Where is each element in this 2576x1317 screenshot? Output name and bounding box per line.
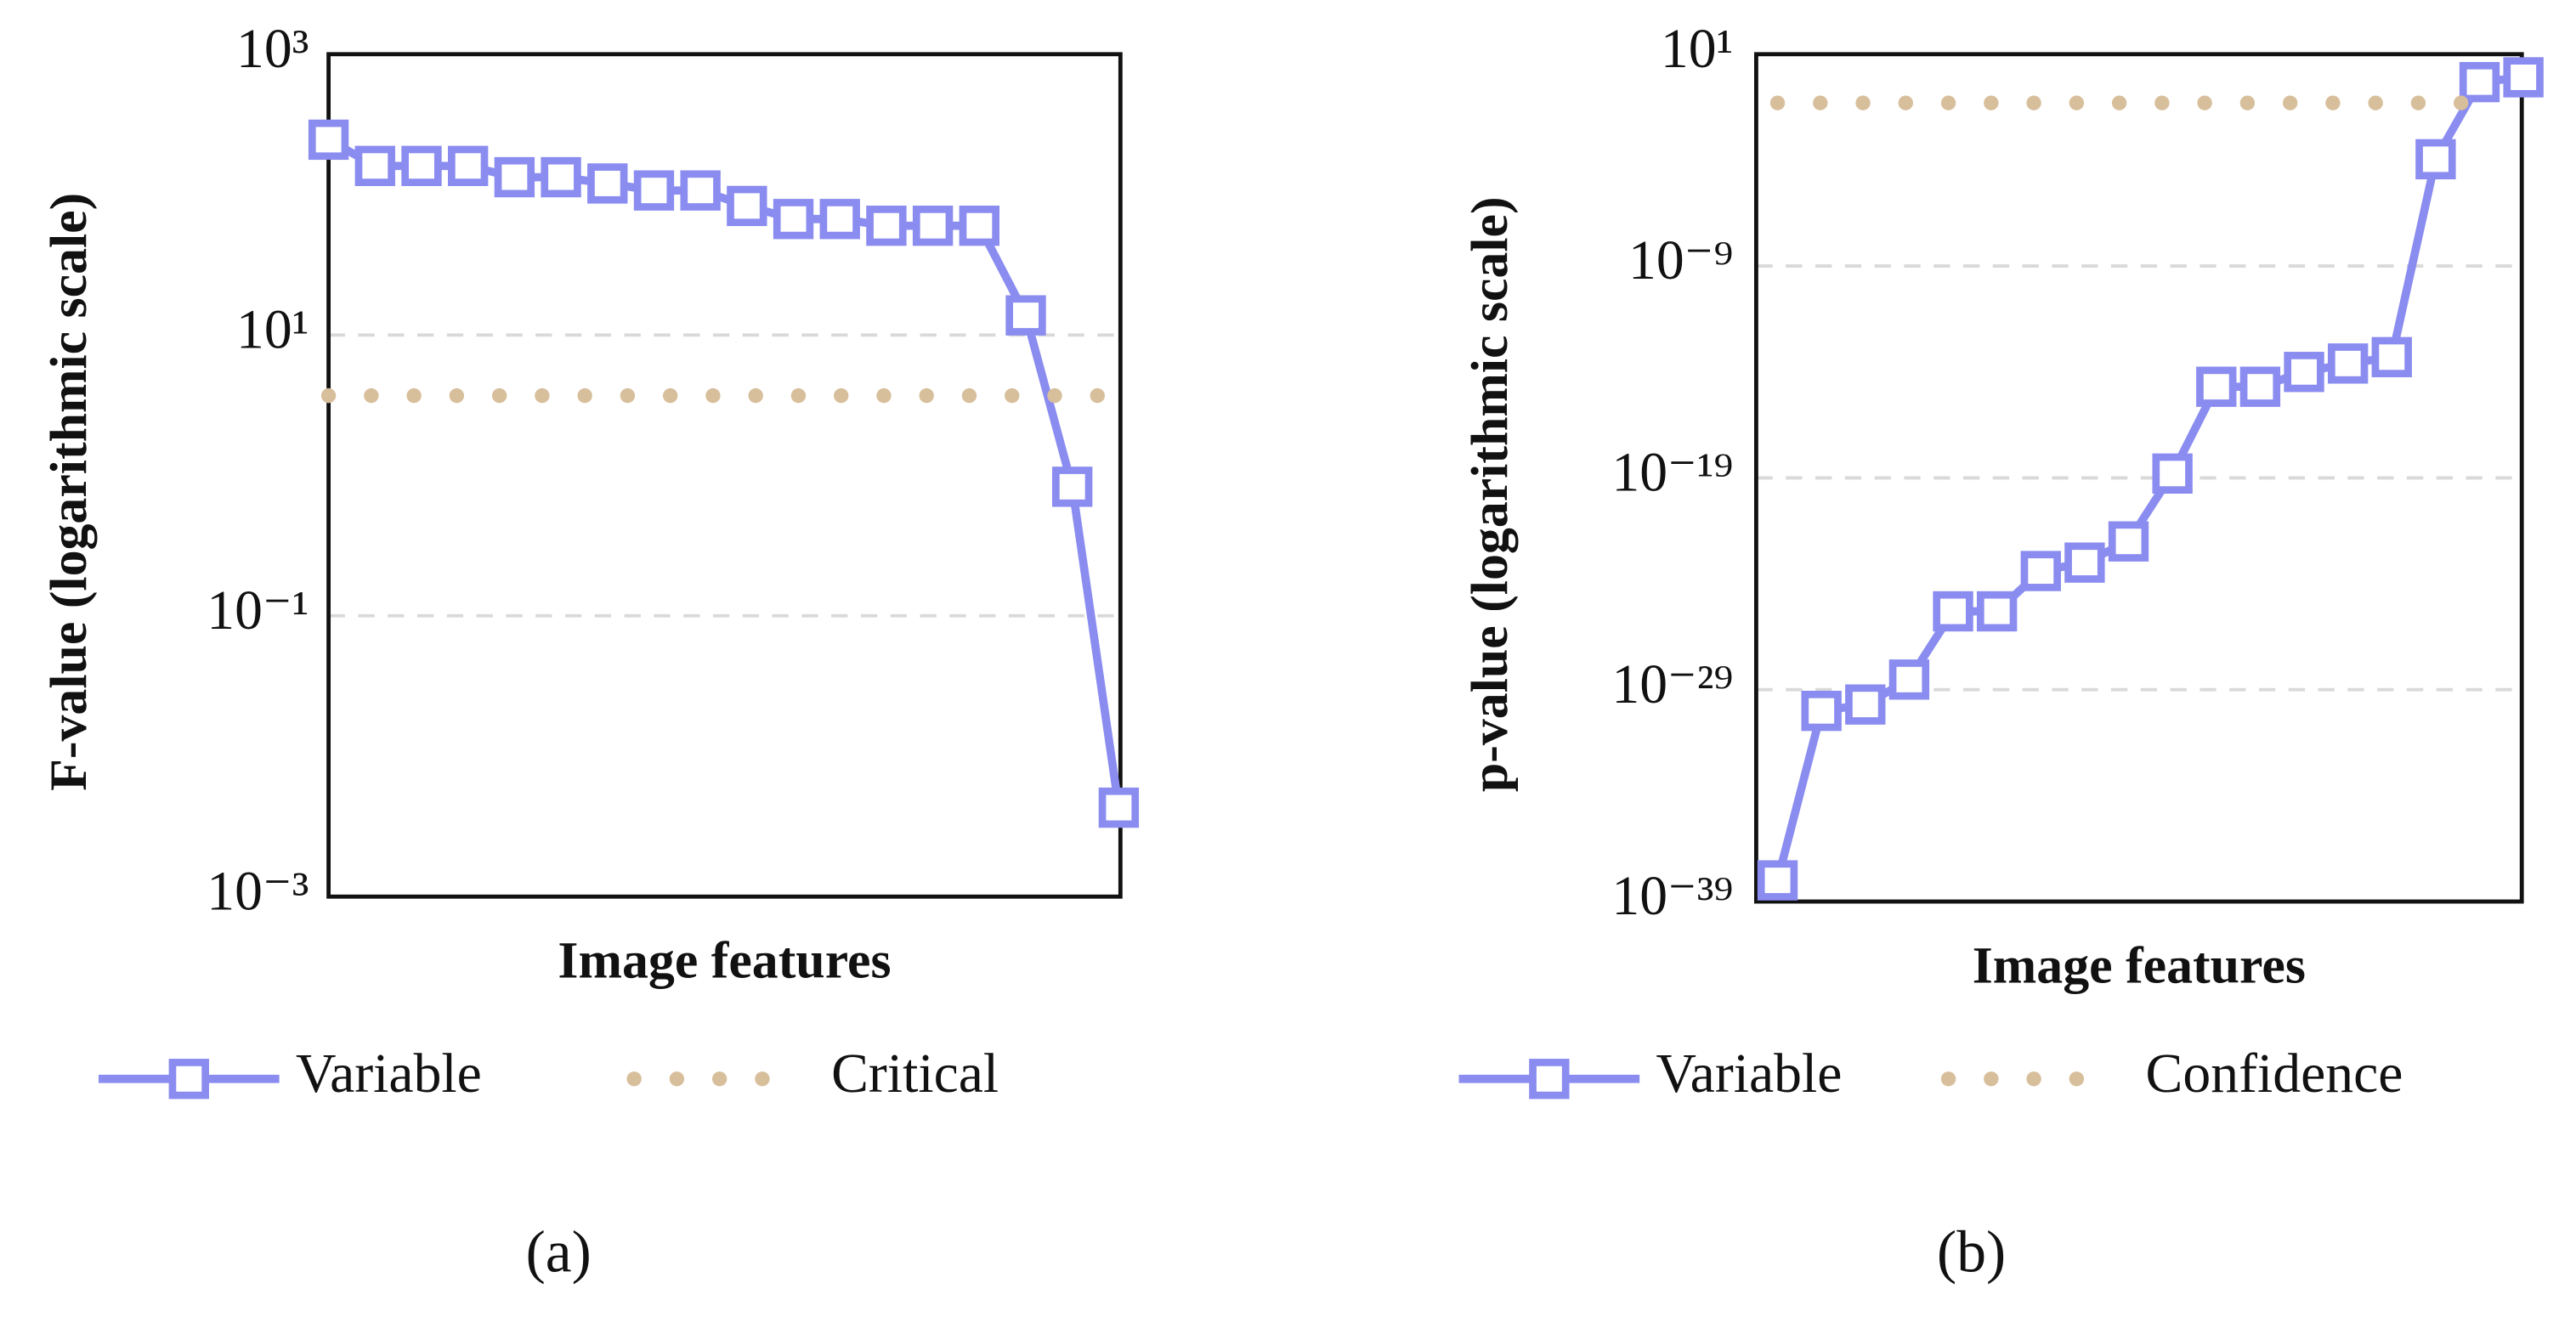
marker [1052,466,1093,507]
marker [866,206,907,246]
marker [2064,542,2105,583]
y-tick-label: 10⁻²⁹ [1611,653,1733,715]
y-axis-label: p-value (logarithmic scale) [1461,196,1519,792]
marker [448,145,489,186]
marker [727,185,767,227]
y-tick-label: 10³ [236,18,309,80]
y-tick-label: 10⁻³ [207,860,309,922]
marker [2108,521,2149,562]
y-tick-label: 10⁻¹ [207,579,309,642]
marker [1888,659,1930,700]
marker [959,206,999,246]
y-tick-label: 10¹ [1661,18,1733,80]
legend-label: Variable [1656,1043,1842,1105]
marker [680,170,721,211]
y-tick-label: 10⁻⁹ [1628,229,1733,291]
marker [308,119,349,161]
marker [587,163,628,204]
legend-marker [1529,1059,1570,1099]
marker [2284,352,2324,393]
panel-label: (b) [1937,1219,2006,1285]
marker [541,156,581,198]
marker [1757,860,1798,901]
marker [2415,138,2456,180]
marker [2196,366,2237,407]
marker [1976,591,2018,632]
marker [2371,336,2412,377]
marker [633,170,675,211]
marker [354,145,395,186]
x-axis-label: Image features [558,932,891,990]
marker [494,156,535,198]
y-tick-label: 10⁻³⁹ [1611,865,1733,927]
legend-label: Variable [296,1043,482,1105]
marker [2503,57,2544,98]
marker [2239,366,2281,407]
legend-marker [168,1059,209,1099]
marker [2020,551,2061,591]
marker [1845,684,1886,725]
marker [912,206,954,246]
series-line [326,136,1124,809]
marker [2152,453,2193,494]
y-tick-label: 10¹ [236,298,309,360]
y-tick-label: 10⁻¹⁹ [1611,441,1733,503]
marker [2459,61,2500,103]
marker [1098,787,1140,828]
plot-frame [326,52,1123,899]
legend-label: Critical [831,1043,999,1105]
marker [1801,690,1842,732]
marker [819,199,860,240]
marker [2327,343,2369,384]
x-axis-label: Image features [1973,936,2306,994]
marker [1005,295,1046,336]
marker [773,199,814,240]
legend-label: Confidence [2146,1043,2403,1105]
marker [401,145,442,186]
y-axis-label: F-value (logarithmic scale) [40,193,98,791]
panel-label: (a) [526,1219,592,1285]
marker [1933,591,1973,632]
plot-frame [1753,52,2524,904]
